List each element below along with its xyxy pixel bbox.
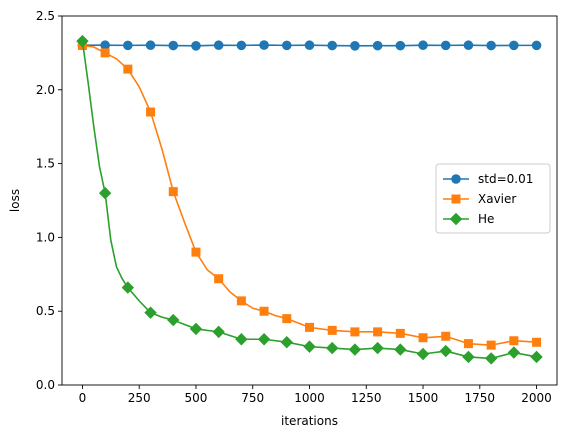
data-point (350, 41, 360, 51)
data-point (395, 40, 406, 51)
data-point (191, 41, 201, 51)
y-tick-label: 1.0 (36, 230, 55, 244)
data-point (189, 322, 203, 336)
data-point (486, 40, 496, 51)
y-tick-label: 0.0 (36, 378, 55, 392)
data-point (281, 40, 292, 51)
data-point (168, 40, 179, 51)
data-point (191, 247, 201, 257)
data-point (327, 40, 338, 51)
data-point (484, 352, 498, 365)
data-point (303, 340, 316, 353)
data-point (259, 306, 269, 316)
data-point (530, 350, 543, 364)
data-point (373, 327, 383, 337)
x-tick-label: 250 (128, 391, 151, 405)
y-axis-label: loss (8, 189, 22, 212)
x-tick-label: 1000 (294, 391, 325, 405)
data-point (144, 306, 157, 319)
legend-label: std=0.01 (478, 172, 533, 186)
x-tick-label: 750 (241, 391, 264, 405)
legend-label: Xavier (478, 192, 516, 206)
data-point (441, 331, 451, 341)
plot-area (61, 15, 558, 386)
data-point (439, 344, 452, 358)
data-point (121, 281, 135, 294)
data-point (280, 335, 294, 349)
data-point (123, 64, 133, 74)
series-2 (76, 34, 543, 365)
x-tick-label: 2000 (521, 391, 552, 405)
series-0 (77, 40, 542, 51)
data-point (259, 40, 269, 50)
legend-label: He (478, 212, 494, 226)
x-tick-label: 1750 (465, 391, 496, 405)
data-point (509, 336, 519, 346)
data-point (235, 333, 248, 346)
data-point (532, 337, 542, 347)
data-point (509, 40, 519, 51)
data-point (282, 314, 292, 324)
data-point (304, 40, 315, 51)
data-point (462, 350, 475, 364)
data-point (440, 40, 451, 51)
data-point (168, 187, 178, 197)
legend-box (435, 163, 551, 234)
legend-marker (449, 212, 463, 226)
x-tick-label: 1500 (408, 391, 439, 405)
data-point (394, 343, 407, 356)
data-point (236, 40, 247, 51)
data-point (350, 327, 360, 337)
x-tick-label: 500 (185, 391, 208, 405)
data-point (213, 40, 224, 51)
legend: std=0.01 Xavier He (435, 163, 551, 234)
data-point (212, 325, 225, 339)
legend-item: Xavier (443, 192, 516, 206)
data-point (348, 343, 362, 356)
data-point (325, 341, 339, 355)
data-point (146, 107, 156, 117)
legend-item: He (443, 212, 494, 226)
y-tick-label: 1.5 (36, 157, 55, 171)
data-point (257, 333, 271, 346)
data-point (236, 296, 246, 306)
data-point (416, 347, 430, 361)
legend-marker (451, 194, 461, 204)
x-tick-label: 0 (79, 391, 87, 405)
data-point (305, 322, 314, 332)
series-1 (77, 41, 542, 350)
y-axis: 0.0 0.5 1.0 1.5 2.0 2.5 (36, 9, 62, 392)
y-tick-label: 2.0 (36, 83, 55, 97)
data-point (100, 48, 110, 58)
data-point (98, 186, 112, 200)
legend-marker (451, 174, 461, 184)
x-axis-label: iterations (281, 414, 338, 428)
x-tick-label: 1250 (351, 391, 382, 405)
data-point (327, 325, 337, 335)
y-tick-label: 0.5 (36, 304, 55, 318)
data-point (76, 34, 89, 48)
data-point (418, 40, 428, 51)
x-axis: 0 250 500 750 1000 1250 1500 1750 2000 (79, 385, 552, 405)
data-point (167, 313, 180, 327)
data-point (395, 328, 405, 338)
data-point (531, 40, 542, 51)
data-point (486, 340, 496, 350)
data-point (463, 40, 474, 51)
y-tick-label: 2.5 (36, 9, 55, 23)
data-point (214, 274, 224, 284)
data-point (463, 339, 473, 349)
data-point (145, 40, 156, 51)
legend-item: std=0.01 (443, 172, 533, 186)
data-point (507, 346, 521, 359)
data-point (418, 333, 428, 343)
data-point (100, 40, 110, 51)
data-point (371, 341, 384, 355)
data-point (372, 40, 383, 51)
data-point (123, 40, 133, 51)
